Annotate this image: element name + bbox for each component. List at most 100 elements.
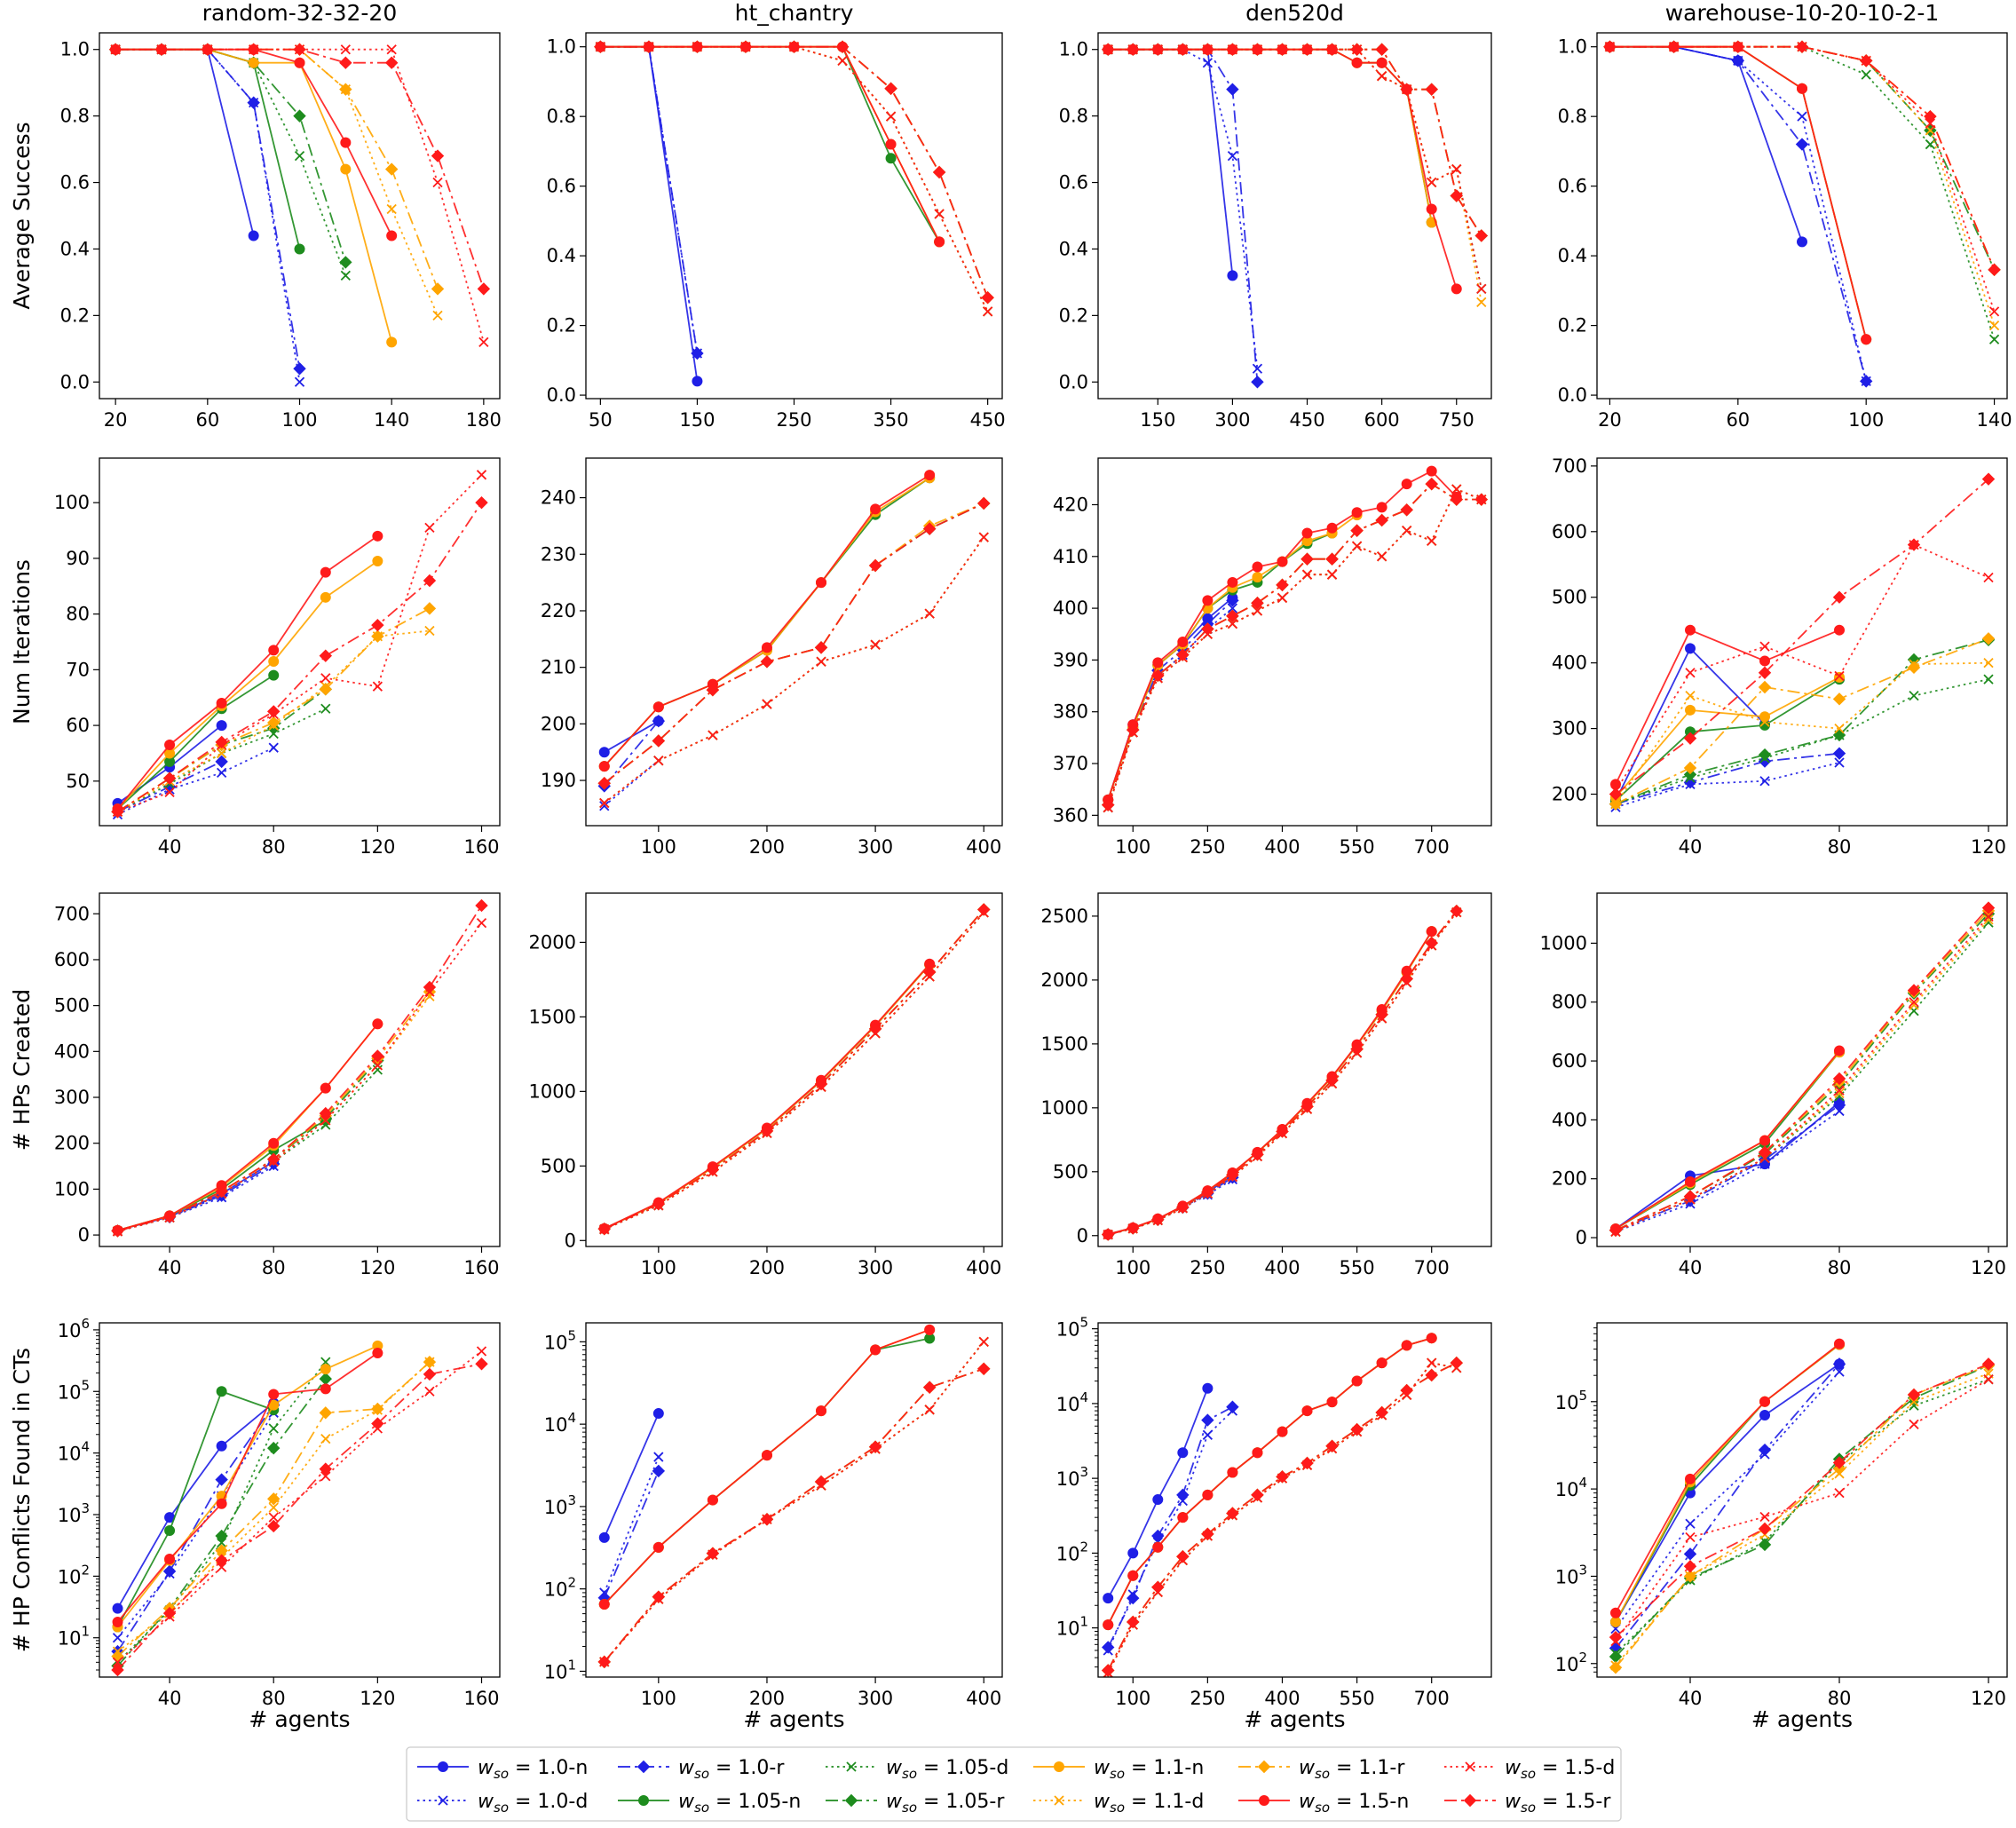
data-point-1.0-r (1226, 83, 1239, 96)
data-point-1.5-d (1427, 535, 1437, 546)
y-tick-label: 390 (1053, 649, 1088, 670)
x-tick-label: 550 (1340, 1257, 1375, 1278)
data-point-1.05-r (1683, 768, 1697, 781)
data-point-1.5-r (1375, 1008, 1388, 1021)
axes-frame (1097, 892, 1492, 1247)
series-line-1.0-r (116, 1405, 274, 1652)
data-point-1.0-r (1731, 54, 1745, 67)
data-point-1.5-n (1759, 1396, 1770, 1407)
series-line-1.0-n (1615, 1363, 1840, 1623)
data-point-1.0-d (268, 742, 279, 753)
series-line-1.5-n (1107, 470, 1458, 801)
series-line-1.1-d (1107, 488, 1482, 808)
data-point-1.5-r (1350, 1042, 1364, 1056)
axes-frame (1596, 1322, 2008, 1678)
data-point-1.1-d (1834, 723, 1845, 734)
data-point-1.5-d (924, 608, 935, 619)
series-line-1.5-d (1107, 912, 1458, 1236)
data-point-1.0-d (217, 767, 227, 779)
x-tick-label: 300 (1214, 409, 1250, 431)
data-point-1.0-d (1202, 1429, 1214, 1440)
data-point-1.5-d (1326, 569, 1338, 580)
legend-item: wso = 1.0-n (417, 1757, 588, 1782)
data-point-1.5-n (707, 1494, 718, 1506)
data-point-1.5-r (1226, 1168, 1239, 1182)
x-tick-label: 40 (1679, 1688, 1703, 1709)
data-point-1.0-d (1227, 150, 1238, 162)
data-point-1.1-r (319, 683, 332, 696)
subplot-r0-c0: random-32-32-20 20 60 100 140 180 0.0 0.2 0.4 0.6… (60, 0, 502, 431)
series-line-1.0-n (1107, 597, 1233, 801)
x-tick-label: 120 (1971, 1257, 2006, 1278)
y-tick-label: 0.2 (60, 305, 90, 326)
data-point-1.5-r (760, 655, 774, 669)
y-tick-label: 220 (541, 600, 576, 621)
subplot-r2-c3: 40 80 120 0 200 400 600 800 1000 (1540, 892, 2008, 1278)
y-tick-label: 360 (1053, 804, 1088, 826)
data-point-1.5-r (977, 496, 991, 510)
series-line-1.0-d (1615, 762, 1840, 809)
data-point-1.1-r (1609, 797, 1623, 811)
subplot-r1-c1: 100 200 300 400 190 200 210 220 230 240 (541, 457, 1003, 858)
row-ylabel-1: Num Iterations (9, 559, 35, 724)
series-line-1.5-r (1107, 910, 1458, 1236)
data-point-1.0-n (598, 1531, 610, 1543)
data-point-1.05-r (339, 256, 352, 269)
data-point-1.1-n (1610, 1616, 1621, 1627)
data-point-1.0-d (1227, 603, 1238, 613)
data-point-1.5-r (814, 641, 828, 654)
subplot-title: ht_chantry (735, 0, 854, 26)
series-line-1.1-d (600, 45, 989, 313)
data-point-1.5-n (1685, 1473, 1696, 1484)
data-point-1.5-r (1375, 1405, 1388, 1420)
data-point-1.5-r (477, 282, 491, 296)
data-point-1.5-r (1301, 552, 1314, 566)
data-point-1.1-d (386, 203, 397, 215)
subplot-r1-c2: 100 250 400 550 700 360 370 380 390 400 410 420 (1053, 457, 1492, 858)
data-point-1.5-r (1325, 43, 1339, 56)
data-point-1.5-r (215, 735, 228, 749)
series-line-1.05-n (604, 477, 930, 767)
data-point-1.5-n (216, 1498, 227, 1509)
data-point-1.0-r (1102, 1641, 1115, 1654)
data-point-1.5-d (762, 699, 772, 709)
series-line-1.0-n (1108, 48, 1234, 276)
y-tick-label: 0 (565, 1230, 576, 1251)
data-point-1.5-r (339, 56, 352, 69)
legend-item: wso = 1.05-n (618, 1791, 801, 1816)
data-point-1.5-d (1988, 306, 2000, 317)
data-point-1.5-r (111, 1663, 124, 1677)
subplot-r3-c2: 100 250 400 550 700 101 102 103 104 105 # agents (1056, 1315, 1492, 1732)
x-tick-label: 120 (1971, 1688, 2006, 1709)
data-point-1.5-n (1426, 465, 1437, 477)
y-tick-label: 1.0 (1558, 36, 1587, 58)
data-point-1.1-d (320, 1434, 331, 1444)
data-point-1.5-n (1376, 1357, 1387, 1369)
data-point-1.5-r (1425, 477, 1438, 491)
data-point-1.5-n (1103, 1619, 1114, 1631)
series-line-1.5-r (117, 905, 483, 1232)
series-line-1.05-d (1107, 1362, 1457, 1674)
data-point-1.5-r (1683, 1190, 1697, 1203)
data-point-1.05-d (294, 150, 305, 162)
y-tick-label: 0.0 (60, 371, 90, 392)
series-line-1.5-r (1615, 1363, 1989, 1638)
data-point-1.5-r (652, 1590, 666, 1603)
data-point-1.5-d (1301, 569, 1313, 580)
data-point-1.5-n (1351, 507, 1363, 518)
y-tick-label: 2000 (1041, 969, 1088, 991)
y-tick-label: 0.6 (1059, 172, 1088, 194)
x-tick-label: 80 (1828, 1688, 1852, 1709)
axes-frame (99, 457, 501, 827)
data-point-1.5-r (1301, 43, 1314, 56)
data-point-1.5-r (1907, 984, 1921, 997)
data-point-1.5-n (1227, 576, 1238, 588)
data-point-1.1-d (1834, 1088, 1845, 1099)
y-tick-label: 90 (66, 548, 90, 569)
series-line-1.0-r (604, 720, 660, 787)
series-line-1.5-r (116, 1363, 482, 1671)
data-point-1.5-r (1301, 1456, 1314, 1470)
y-tick-label: 105 (1056, 1315, 1088, 1341)
legend-marker (1465, 1761, 1475, 1772)
data-point-1.1-d (1759, 716, 1770, 727)
